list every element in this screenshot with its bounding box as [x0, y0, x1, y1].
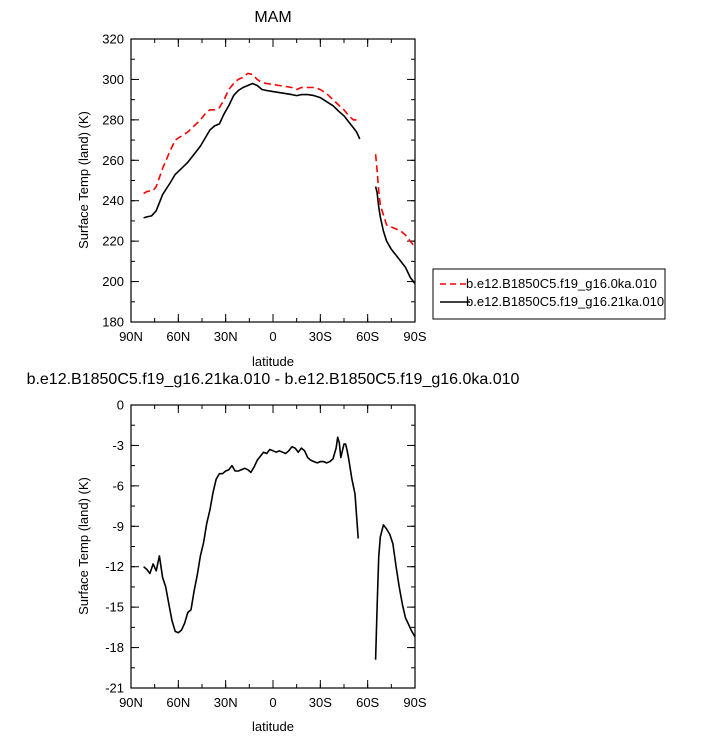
top-x-tick-label: 90N — [119, 329, 143, 344]
bottom-x-tick-label: 30N — [214, 695, 238, 710]
bottom-y-tick-label: -6 — [112, 478, 124, 493]
top-panel: MAM 90N 60N 30N 0 30S 60S 90S 180 200 220 240 260 28… — [76, 9, 427, 369]
top-y-tick-label: 240 — [102, 193, 124, 208]
bottom-x-tick-label: 60N — [166, 695, 190, 710]
top-x-tick-label: 60S — [356, 329, 379, 344]
bottom-series-0-line-segment-1 — [374, 524, 416, 660]
bottom-chart-title: b.e12.B1850C5.f19_g16.21ka.010 - b.e12.B… — [27, 371, 520, 388]
top-x-tick-label: 30S — [309, 329, 332, 344]
top-y-tick-label: 180 — [102, 315, 124, 330]
legend-label-0ka: b.e12.B1850C5.f19_g16.0ka.010 — [466, 276, 657, 291]
bottom-x-tick-label: 90N — [119, 695, 143, 710]
bottom-y-tick-label: -9 — [112, 519, 124, 534]
top-y-axis-label: Surface Temp (land) (K) — [76, 111, 91, 249]
bottom-y-tick-label: -21 — [105, 681, 124, 696]
top-x-tick-label: 0 — [269, 329, 276, 344]
top-series-1-line-segment-1 — [374, 186, 416, 285]
bottom-x-tick-label: 90S — [403, 695, 426, 710]
legend-label-21ka: b.e12.B1850C5.f19_g16.21ka.010 — [466, 294, 664, 309]
bottom-plot-area: 90N 60N 30N 0 30S 60S 90S -21 -18 -15 -12 -9 -6 -3 0 — [105, 398, 427, 711]
bottom-x-tick-label: 60S — [356, 695, 379, 710]
top-x-axis-label: latitude — [252, 354, 294, 369]
top-x-tick-label: 90S — [403, 329, 426, 344]
bottom-y-tick-label: -3 — [112, 438, 124, 453]
bottom-x-tick-label: 0 — [269, 695, 276, 710]
bottom-y-tick-label: -12 — [105, 559, 124, 574]
bottom-x-axis-label: latitude — [252, 719, 294, 734]
bottom-x-tick-label: 30S — [309, 695, 332, 710]
top-y-tick-label: 220 — [102, 234, 124, 249]
top-y-tick-label: 280 — [102, 112, 124, 127]
top-x-tick-label: 60N — [166, 329, 190, 344]
bottom-panel: b.e12.B1850C5.f19_g16.21ka.010 - b.e12.B… — [27, 371, 520, 734]
top-y-tick-label: 260 — [102, 153, 124, 168]
bottom-series-0-line-segment-0 — [143, 436, 359, 634]
top-chart-title: MAM — [254, 9, 291, 26]
top-series-0-line-segment-1 — [374, 154, 416, 248]
top-plot-area: 90N 60N 30N 0 30S 60S 90S 180 200 220 240 260 280 300… — [102, 32, 427, 345]
top-series-1-line-segment-0 — [143, 82, 361, 219]
legend-box — [432, 268, 666, 320]
top-y-tick-label: 200 — [102, 274, 124, 289]
top-y-tick-label: 320 — [102, 32, 124, 47]
bottom-plot-frame — [130, 404, 416, 689]
top-series-0-line-segment-0 — [143, 72, 361, 195]
top-plot-frame — [130, 38, 416, 323]
top-y-tick-label: 300 — [102, 72, 124, 87]
bottom-y-tick-label: -18 — [105, 640, 124, 655]
bottom-y-axis-label: Surface Temp (land) (K) — [76, 477, 91, 615]
legend: b.e12.B1850C5.f19_g16.0ka.010 b.e12.B185… — [432, 268, 666, 320]
bottom-y-tick-label: -15 — [105, 600, 124, 615]
bottom-y-tick-label: 0 — [117, 398, 124, 413]
top-x-tick-label: 30N — [214, 329, 238, 344]
